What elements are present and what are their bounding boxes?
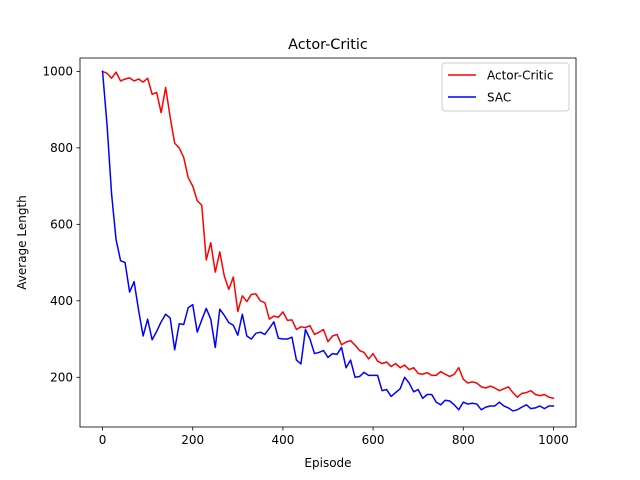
legend-label-sac: SAC <box>487 90 511 104</box>
x-axis-ticks: 0 200 400 600 800 1000 <box>99 427 569 447</box>
plot-area <box>80 58 576 427</box>
y-axis-ticks: 200 400 600 800 1000 <box>42 65 80 385</box>
x-tick-label: 200 <box>181 433 204 447</box>
x-tick-label: 1000 <box>538 433 569 447</box>
x-tick-label: 400 <box>271 433 294 447</box>
y-tick-label: 1000 <box>42 65 73 79</box>
legend-items: Actor-Critic SAC <box>448 68 553 104</box>
legend-label-actor-critic: Actor-Critic <box>487 68 553 82</box>
y-axis-label: Average Length <box>15 195 29 289</box>
x-axis-label: Episode <box>304 456 351 470</box>
legend: Actor-Critic SAC <box>441 62 570 112</box>
y-tick-label: 400 <box>50 294 73 308</box>
x-tick-label: 800 <box>452 433 475 447</box>
series-line-actor-critic <box>101 70 555 400</box>
y-tick-label: 200 <box>50 371 73 385</box>
chart-title: Actor-Critic <box>288 37 368 53</box>
x-tick-label: 600 <box>362 433 385 447</box>
axes-layer <box>79 57 577 428</box>
series-layer <box>101 70 555 412</box>
series-line-sac <box>101 70 555 412</box>
axes-frame <box>79 57 577 428</box>
x-tick-label: 0 <box>99 433 107 447</box>
y-tick-label: 600 <box>50 218 73 232</box>
y-tick-label: 800 <box>50 141 73 155</box>
